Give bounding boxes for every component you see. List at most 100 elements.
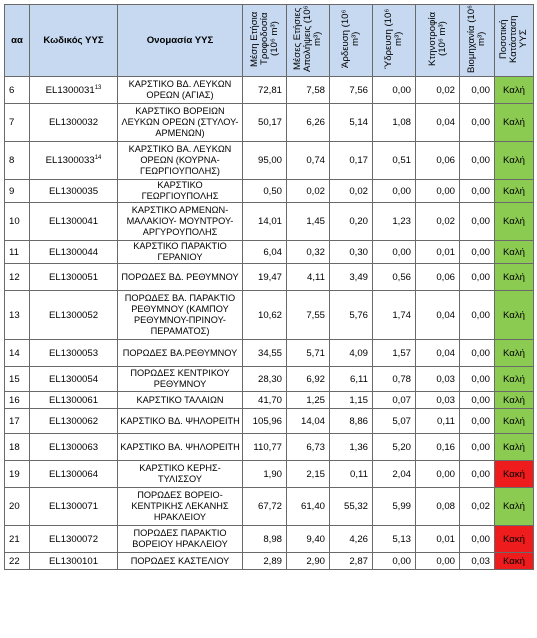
cell-code: EL1300041: [29, 202, 118, 241]
cell-abstraction: 0,74: [286, 141, 330, 180]
header-livestock: Κτηνοτροφία (10⁶ m³): [415, 4, 460, 77]
cell-recharge-text: 105,96: [252, 415, 282, 427]
cell-recharge: 1,90: [242, 460, 287, 488]
cell-aa-text: 17: [9, 415, 20, 427]
cell-recharge: 110,77: [242, 433, 287, 461]
cell-name: ΚΑΡΣΤΙΚΟ ΒΑ. ΨΗΛΟΡΕΙΤΗ: [117, 433, 243, 461]
header-livestock-label: Κτηνοτροφία (10⁶ m³): [426, 12, 448, 67]
cell-water-supply: 1,08: [372, 103, 416, 142]
cell-aa: 17: [4, 408, 30, 434]
cell-water-supply: 1,74: [372, 290, 416, 340]
cell-livestock: 0,00: [415, 179, 460, 203]
cell-recharge: 67,72: [242, 487, 287, 526]
cell-livestock: 0,02: [415, 202, 460, 241]
cell-recharge-text: 6,04: [263, 246, 282, 258]
cell-livestock: 0,04: [415, 103, 460, 142]
header-recharge-label: Μέση Ετήσια Τροφοδοσία (10⁶ m³): [248, 11, 280, 67]
cell-water-supply-text: 0,07: [392, 394, 411, 406]
cell-name: ΠΟΡΩΔΕΣ ΚΑΣΤΕΛΙΟΥ: [117, 552, 243, 570]
cell-water-supply-text: 1,57: [392, 347, 411, 359]
cell-aa-text: 11: [9, 246, 19, 258]
status-badge: Καλή: [494, 433, 534, 461]
cell-name: ΠΟΡΩΔΕΣ ΒΔ. ΡΕΘΥΜΝΟΥ: [117, 263, 243, 291]
cell-water-supply: 5,20: [372, 433, 416, 461]
header-status: Ποσοτική Κατάσταση ΥΥΣ: [494, 4, 534, 77]
cell-livestock: 0,06: [415, 141, 460, 180]
cell-aa: 16: [4, 391, 30, 409]
cell-industry: 0,00: [459, 460, 495, 488]
cell-irrigation-text: 1,36: [349, 441, 368, 453]
cell-aa-text: 22: [9, 555, 20, 567]
cell-irrigation-text: 4,09: [349, 347, 368, 359]
cell-name: ΚΑΡΣΤΙΚΟ ΒΟΡΕΙΩΝ ΛΕΥΚΩΝ ΟΡΕΩΝ (ΣΤΥΛΟΥ-ΑΡ…: [117, 103, 243, 142]
cell-recharge-text: 8,98: [263, 533, 282, 545]
cell-code: EL1300035: [29, 179, 118, 203]
cell-industry-text: 0,00: [471, 441, 490, 453]
cell-recharge: 2,89: [242, 552, 287, 570]
cell-industry-text: 0,02: [471, 501, 490, 512]
cell-abstraction: 5,71: [286, 339, 330, 367]
cell-name: ΚΑΡΣΤΙΚΟ ΑΡΜΕΝΩΝ-ΜΑΛΑΚΙΟΥ- ΜΟΥΝΤΡΟΥ-ΑΡΓΥ…: [117, 202, 243, 241]
cell-abstraction-text: 0,74: [306, 155, 325, 166]
cell-abstraction-text: 2,15: [306, 468, 325, 480]
cell-aa: 11: [4, 240, 30, 264]
table-header: αα Κωδικός ΥΥΣ Ονομασία ΥΥΣ Μέση Ετήσια …: [4, 4, 534, 77]
header-irrigation: Άρδευση (10⁶ m³): [329, 4, 373, 77]
cell-recharge-text: 0,50: [263, 185, 282, 197]
cell-livestock-text: 0,06: [436, 271, 455, 283]
status-text: Καλή: [503, 394, 525, 406]
cell-recharge: 34,55: [242, 339, 287, 367]
status-badge: Καλή: [494, 263, 534, 291]
cell-code-text: EL1300035: [48, 185, 99, 197]
cell-recharge-text: 19,47: [257, 271, 282, 283]
cell-livestock-text: 0,02: [436, 216, 455, 227]
cell-name-text: ΠΟΡΩΔΕΣ ΒΑ.ΡΕΘΥΜΝΟΥ: [122, 347, 238, 358]
cell-irrigation: 0,30: [329, 240, 373, 264]
header-code: Κωδικός ΥΥΣ: [29, 4, 118, 77]
cell-abstraction-text: 6,73: [306, 441, 325, 453]
cell-recharge: 41,70: [242, 391, 287, 409]
cell-recharge-text: 28,30: [257, 373, 282, 385]
cell-livestock-text: 0,00: [436, 185, 455, 197]
cell-irrigation-text: 1,15: [349, 394, 368, 406]
cell-code-text: EL1300064: [48, 468, 99, 480]
cell-code-text: EL1300032: [48, 117, 99, 128]
cell-code: EL130003113: [29, 76, 118, 104]
cell-code-text: EL1300033: [45, 155, 95, 166]
cell-name: ΠΟΡΩΔΕΣ ΚΕΝΤΡΙΚΟΥ ΡΕΘΥΜΝΟΥ: [117, 366, 243, 392]
cell-code: EL1300044: [29, 240, 118, 264]
cell-aa-text: 12: [9, 271, 20, 283]
cell-abstraction: 61,40: [286, 487, 330, 526]
cell-irrigation: 2,87: [329, 552, 373, 570]
cell-name-text: ΚΑΡΣΤΙΚΟ ΒΔ. ΨΗΛΟΡΕΙΤΗ: [120, 415, 240, 426]
cell-livestock: 0,00: [415, 552, 460, 570]
cell-livestock-text: 0,04: [436, 347, 455, 359]
cell-irrigation-text: 8,86: [349, 415, 368, 427]
cell-irrigation-text: 0,11: [350, 468, 368, 480]
cell-aa: 9: [4, 179, 30, 203]
table-row: 18 EL1300063 ΚΑΡΣΤΙΚΟ ΒΑ. ΨΗΛΟΡΕΙΤΗ 110,77 6…: [4, 433, 534, 461]
cell-name: ΚΑΡΣΤΙΚΟ ΒΔ. ΨΗΛΟΡΕΙΤΗ: [117, 408, 243, 434]
cell-aa: 20: [4, 487, 30, 526]
cell-irrigation: 5,14: [329, 103, 373, 142]
cell-livestock: 0,03: [415, 366, 460, 392]
table-body: 6 EL130003113 ΚΑΡΣΤΙΚΟ ΒΔ. ΛΕΥΚΩΝ ΟΡΕΩΝ (Α…: [4, 76, 534, 570]
cell-aa: 8: [4, 141, 30, 180]
cell-livestock-text: 0,02: [436, 84, 455, 96]
cell-irrigation: 4,09: [329, 339, 373, 367]
cell-industry: 0,00: [459, 76, 495, 104]
cell-aa-text: 14: [9, 347, 20, 359]
cell-name-text: ΚΑΡΣΤΙΚΟ ΤΑΛΑΙΩΝ: [136, 394, 224, 405]
groundwater-table-container: αα Κωδικός ΥΥΣ Ονομασία ΥΥΣ Μέση Ετήσια …: [4, 4, 534, 570]
cell-abstraction: 7,58: [286, 76, 330, 104]
cell-recharge-text: 1,90: [263, 468, 282, 480]
cell-abstraction: 7,55: [286, 290, 330, 340]
status-badge: Κακή: [494, 552, 534, 570]
cell-aa-text: 21: [9, 533, 20, 545]
cell-aa: 21: [4, 525, 30, 553]
cell-industry: 0,00: [459, 339, 495, 367]
cell-aa: 18: [4, 433, 30, 461]
cell-water-supply-text: 0,00: [392, 84, 411, 96]
cell-irrigation-text: 55,32: [343, 501, 368, 512]
cell-name: ΚΑΡΣΤΙΚΟ ΒΔ. ΛΕΥΚΩΝ ΟΡΕΩΝ (ΑΓΙΑΣ): [117, 76, 243, 104]
